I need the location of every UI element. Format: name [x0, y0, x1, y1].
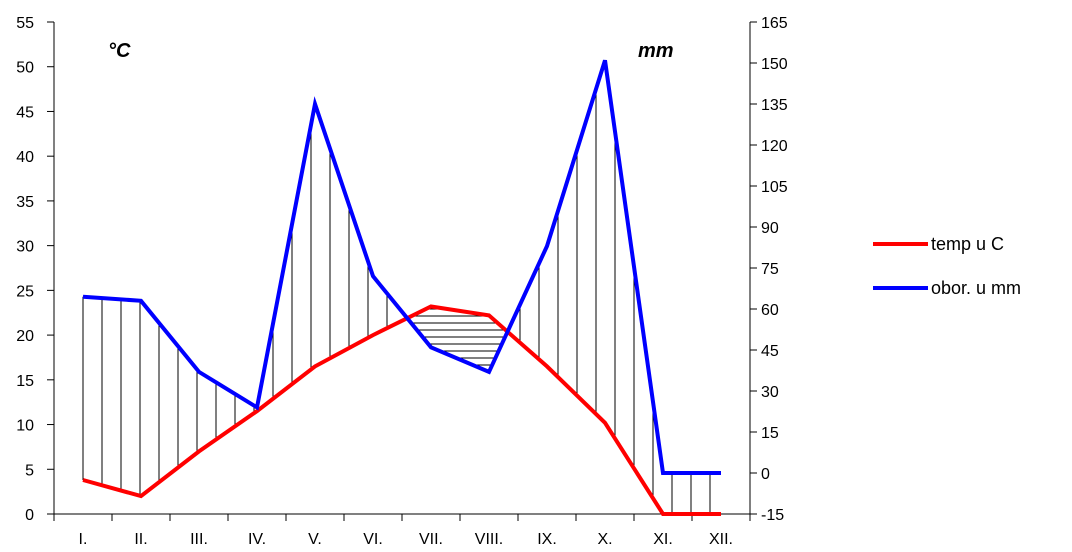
x-tick-label: VII. [419, 531, 443, 548]
right-tick-label: 60 [761, 302, 779, 319]
axes: I. II. III. IV. V. VI. VII. VIII. IX. X. XI. XII. 0 5… [16, 15, 788, 548]
left-tick-label: 55 [16, 15, 34, 32]
x-tick-label: XII. [709, 531, 733, 548]
legend-label-temp: temp u C [931, 234, 1004, 254]
right-tick-label: 15 [761, 425, 779, 442]
left-tick-label: 10 [16, 418, 34, 435]
right-tick-label: 75 [761, 261, 779, 278]
x-tick-label: III. [190, 531, 208, 548]
left-tick-label: 5 [25, 462, 34, 479]
right-tick-label: 150 [761, 56, 788, 73]
left-tick-label: 25 [16, 283, 34, 300]
right-tick-label: 90 [761, 220, 779, 237]
right-tick-label: 0 [761, 466, 770, 483]
right-tick-label: 105 [761, 179, 788, 196]
left-tick-label: 0 [25, 507, 34, 524]
precipitation-line [82, 59, 721, 475]
series-lines [82, 59, 721, 516]
x-tick-label: I. [79, 531, 88, 548]
x-tick-label: XI. [653, 531, 673, 548]
left-tick-label: 15 [16, 373, 34, 390]
right-tick-label: 120 [761, 138, 788, 155]
right-tick-label: -15 [761, 507, 784, 524]
right-tick-label: 45 [761, 343, 779, 360]
right-unit-label: mm [638, 40, 674, 62]
left-tick-label: 30 [16, 239, 34, 256]
x-tick-label: VI. [363, 531, 383, 548]
left-unit-label: °C [108, 40, 131, 62]
legend: temp u C obor. u mm [873, 234, 1021, 298]
right-tick-label: 30 [761, 384, 779, 401]
left-tick-label: 45 [16, 104, 34, 121]
x-tick-label: IV. [248, 531, 266, 548]
right-tick-label: 165 [761, 15, 788, 32]
x-tick-label: IX. [537, 531, 557, 548]
left-tick-label: 20 [16, 328, 34, 345]
left-tick-label: 50 [16, 60, 34, 77]
hatching-area [82, 89, 711, 514]
temperature-line [82, 304, 721, 516]
legend-label-precip: obor. u mm [931, 278, 1021, 298]
x-tick-label: X. [597, 531, 612, 548]
x-tick-label: II. [134, 531, 147, 548]
x-tick-label: V. [308, 531, 322, 548]
right-tick-label: 135 [761, 97, 788, 114]
left-tick-label: 40 [16, 149, 34, 166]
left-tick-label: 35 [16, 194, 34, 211]
x-tick-label: VIII. [475, 531, 503, 548]
